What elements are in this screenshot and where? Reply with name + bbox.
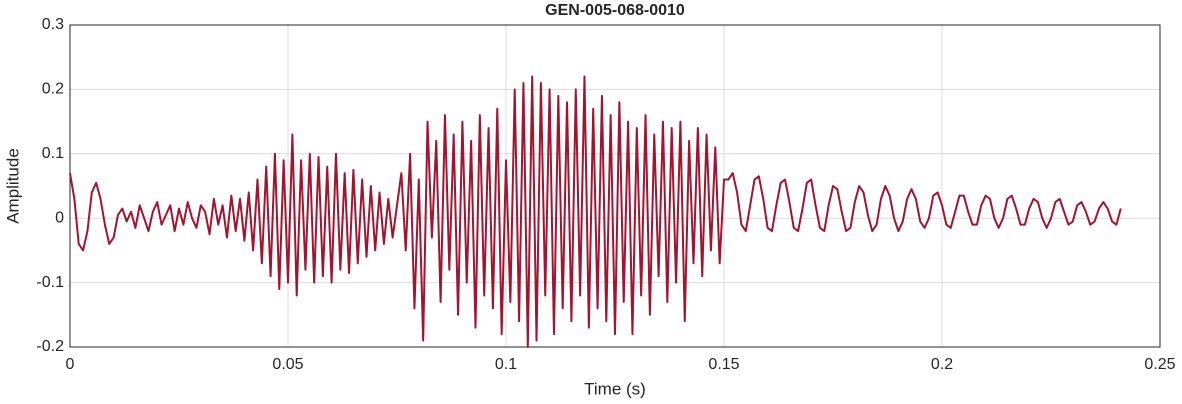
chart-title: GEN-005-068-0010 bbox=[545, 2, 685, 19]
waveform-line bbox=[69, 75, 1122, 348]
y-axis-label: Amplitude bbox=[3, 148, 22, 224]
y-tick-label: 0 bbox=[55, 209, 64, 226]
x-tick-label: 0.2 bbox=[931, 356, 953, 373]
plot-frame bbox=[69, 24, 1161, 348]
x-tick-label: 0.25 bbox=[1144, 356, 1175, 373]
x-tick-label: 0 bbox=[66, 356, 75, 373]
y-tick-label: 0.2 bbox=[42, 81, 64, 98]
x-tick-label: 0.05 bbox=[272, 356, 303, 373]
y-tick-label: 0.3 bbox=[42, 16, 64, 33]
y-tick-label: 0.1 bbox=[42, 145, 64, 162]
y-tick-label: -0.2 bbox=[36, 338, 64, 355]
x-axis-label: Time (s) bbox=[584, 379, 646, 398]
y-tick-label: -0.1 bbox=[36, 274, 64, 291]
x-tick-label: 0.15 bbox=[708, 356, 739, 373]
x-tick-label: 0.1 bbox=[495, 356, 517, 373]
